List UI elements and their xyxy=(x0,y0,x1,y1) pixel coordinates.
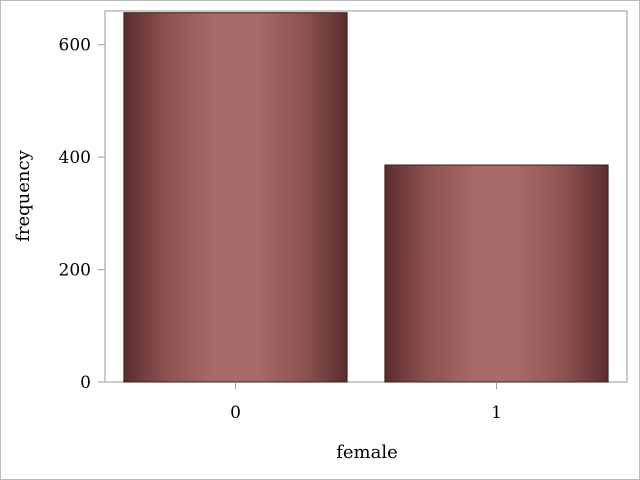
x-tick-label-1: 1 xyxy=(491,403,502,423)
bar-1 xyxy=(384,164,609,383)
y-tick-label-600: 600 xyxy=(59,36,91,56)
x-tick-label-0: 0 xyxy=(230,403,241,423)
y-tick-label-400: 400 xyxy=(59,148,91,168)
y-tick-label-200: 200 xyxy=(59,261,91,281)
y-tick-label-0: 0 xyxy=(80,373,91,393)
x-axis-title: female xyxy=(336,442,398,463)
bars-group xyxy=(123,12,609,383)
y-axis-title: frequency xyxy=(13,149,34,241)
y-axis: 0 200 400 600 xyxy=(59,36,105,393)
bar-0 xyxy=(123,12,348,383)
